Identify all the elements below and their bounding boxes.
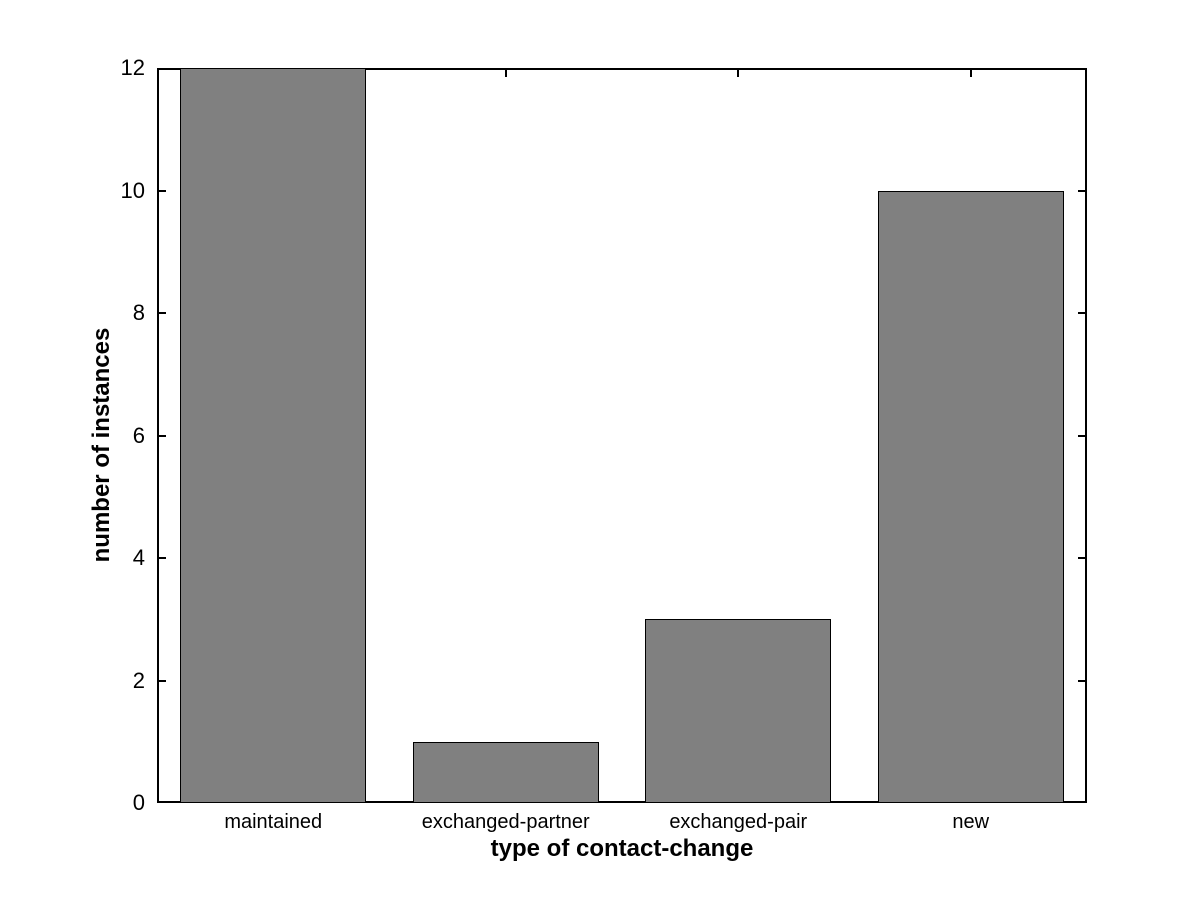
y-tick-right: [1078, 434, 1087, 437]
y-tick-right: [1078, 557, 1087, 559]
x-tick-label: new: [952, 811, 990, 833]
x-tick-label: exchanged-partner: [421, 811, 590, 833]
y-tick-label: 12: [120, 55, 145, 80]
y-tick-left: [157, 189, 166, 192]
y-tick-label: 4: [132, 545, 145, 570]
x-axis-title: type of contact-change: [490, 835, 754, 862]
bar: [180, 68, 367, 803]
y-tick-label: 10: [120, 177, 145, 203]
y-tick-label: 6: [132, 422, 145, 448]
y-tick-label: 2: [132, 667, 145, 693]
y-tick-right: [1078, 679, 1087, 682]
bar: [645, 619, 832, 803]
x-tick-top: [737, 68, 740, 77]
x-tick-top: [504, 68, 507, 77]
x-tick-label: maintained: [224, 811, 323, 833]
y-tick-right: [1078, 312, 1087, 314]
bar: [877, 190, 1064, 803]
y-tick-left: [157, 679, 166, 682]
x-tick-top: [969, 68, 972, 77]
bar: [412, 741, 599, 803]
x-tick-label: exchanged-pair: [669, 811, 808, 833]
y-tick-left: [157, 557, 166, 559]
y-tick-left: [157, 312, 166, 314]
y-tick-label: 8: [132, 300, 145, 325]
y-tick-left: [157, 434, 166, 437]
y-tick-label: 0: [132, 790, 145, 815]
y-tick-right: [1078, 189, 1087, 192]
